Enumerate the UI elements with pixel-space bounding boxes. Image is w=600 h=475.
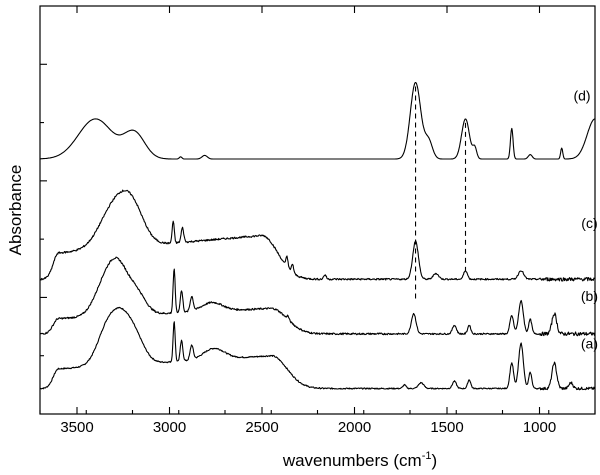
- x-axis-title-superscript: -1: [422, 450, 432, 462]
- x-tick-label-2000: 2000: [338, 419, 371, 436]
- x-tick-label-1500: 1500: [430, 419, 463, 436]
- series-labels: (a) (b) (c) (d): [573, 88, 598, 352]
- spectrum-trace-d: [40, 81, 596, 160]
- x-axis-title: wavenumbers (cm-1): [282, 450, 437, 470]
- series-label-a: (a): [581, 335, 598, 351]
- y-axis-title: Absorbance: [6, 165, 25, 256]
- x-tick-label-3000: 3000: [153, 419, 186, 436]
- spectrum-trace-a: [39, 306, 596, 391]
- spectra-traces: [39, 81, 596, 391]
- y-axis-ticks: [40, 63, 47, 357]
- x-axis-ticks: 3500 3000 2500 2000 1500 1000: [39, 6, 596, 436]
- series-label-c: (c): [581, 215, 597, 231]
- x-tick-label-1000: 1000: [523, 419, 556, 436]
- spectrum-trace-b: [39, 256, 596, 337]
- spectrum-trace-c: [39, 189, 596, 282]
- series-label-b: (b): [581, 288, 598, 304]
- series-label-d: (d): [573, 88, 590, 104]
- x-tick-label-2500: 2500: [245, 419, 278, 436]
- x-axis-title-suffix: ): [431, 451, 437, 470]
- reference-dashed-lines: [414, 86, 467, 302]
- x-axis-title-main: wavenumbers (cm: [282, 451, 422, 470]
- plot-frame: [39, 5, 596, 415]
- x-tick-label-3500: 3500: [60, 419, 93, 436]
